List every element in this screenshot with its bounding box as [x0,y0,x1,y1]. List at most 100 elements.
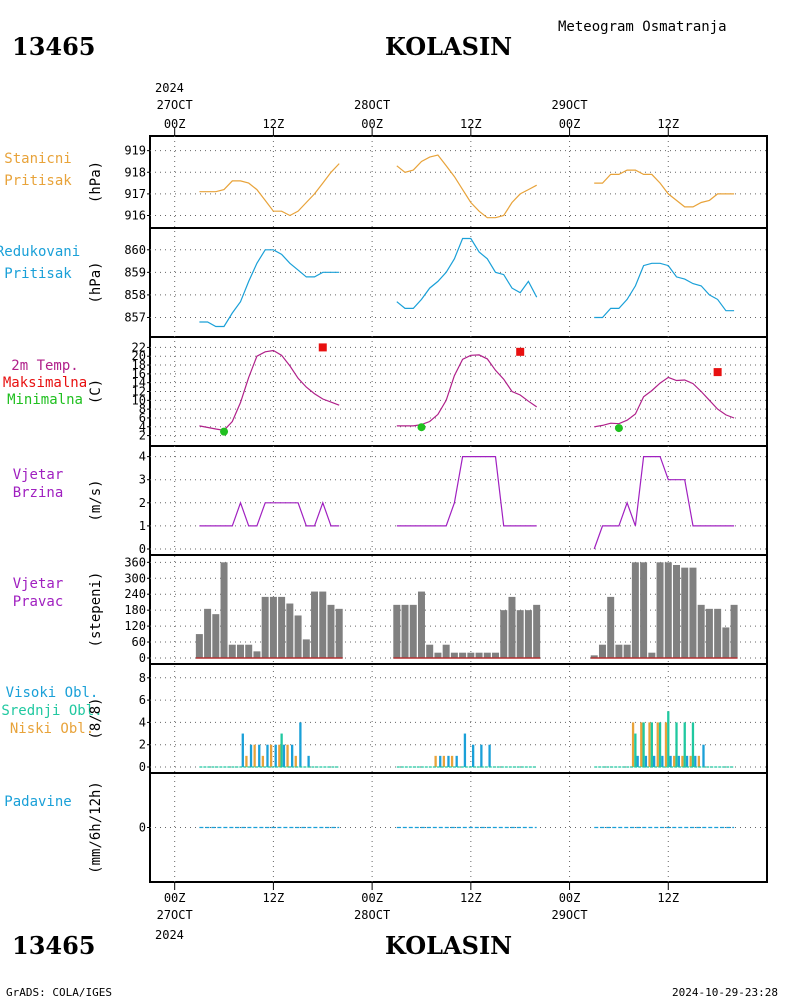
bottom-day-0: 27OCT [157,908,193,922]
cloud-mid-bar-20 [667,711,670,767]
wind-dir-bar-51 [714,608,722,658]
top-year-label: 2024 [155,81,184,95]
tmin-marker-2 [614,424,623,433]
p5-unit: (stepeni) [88,572,104,648]
cloud-low-bar-23 [689,755,692,767]
wind-dir-bar-3 [220,562,228,658]
cloud-high-bar-18 [652,755,656,767]
panels-group: Stanicni Pritisak (hPa) Redukovani Pritisak (… [0,128,768,890]
wind-dir-bar-30 [492,652,500,658]
ytick-5-0: 0 [139,760,146,774]
wind-dir-bar-47 [681,567,689,658]
cloud-low-bar-1 [245,755,248,767]
ytick-6-0: 0 [139,821,146,835]
p6-label-1: Srednji Obl. [1,703,102,719]
cloud-high-bar-3 [266,744,269,767]
top-day-2: 28OCT [354,98,390,112]
cloud-low-bar-7 [294,755,297,767]
wind-dir-bar-4 [228,644,236,658]
wind-dir-bar-18 [393,604,401,658]
cloud-mid-bar-19 [658,722,662,767]
wind-dir-bar-36 [590,655,598,658]
cloud-low-bar-20 [664,722,668,767]
footer-timestamp: 2024-10-29-23:28 [672,986,778,999]
wind-dir-bar-46 [673,564,681,658]
wind-dir-bar-1 [204,608,212,658]
wind-dir-bar-16 [327,604,335,658]
bottom-day-2: 28OCT [354,908,390,922]
wind-dir-bar-20 [409,604,417,658]
footer-credit: GrADS: COLA/IGES [6,986,112,999]
tmin-marker-0 [220,427,229,436]
tmin-marker-1 [417,423,426,432]
cloud-high-bar-0 [241,733,244,767]
wind-dir-bar-53 [730,604,738,658]
bottom-year-label: 2024 [155,928,184,942]
cloud-low-bar-19 [656,722,659,767]
cloud-high-bar-13 [471,744,475,767]
cloud-low-bar-9 [434,755,437,767]
ytick-2-2: 2 [139,429,146,443]
cloud-high-bar-19 [661,755,664,767]
cloud-high-bar-4 [274,744,277,767]
p7-unit: (mm/6h/12h) [88,781,104,874]
bottom-time-5: 12Z [657,891,679,905]
wind-dir-bar-45 [664,562,672,658]
bottom-time-1: 12Z [263,891,285,905]
ytick-5-8: 8 [139,671,146,685]
ytick-4-180: 180 [124,603,146,617]
wind-dir-bar-38 [607,596,615,658]
wind-dir-bar-44 [656,562,664,658]
wind-dir-bar-17 [335,608,343,658]
cloud-low-bar-21 [673,755,676,767]
wind-dir-bar-40 [623,644,631,658]
ytick-5-6: 6 [139,693,146,707]
ytick-4-300: 300 [124,571,146,585]
tmax-marker-2 [713,368,722,377]
top-time-3: 12Z [460,117,482,131]
ytick-2-20: 20 [132,349,146,363]
wind-dir-bar-29 [483,652,491,658]
wind-dir-bar-6 [245,644,253,658]
wind-dir-bar-19 [401,604,409,658]
wind-dir-bar-25 [450,652,458,658]
p3-label-0: 2m Temp. [11,358,78,374]
p6-label-2: Niski Obl. [10,721,94,737]
p3-frame [149,336,768,447]
wind-dir-bar-14 [311,591,319,658]
cloud-high-bar-22 [685,755,689,767]
cloud-mid-bar-22 [683,722,686,767]
ytick-4-0: 0 [139,651,146,665]
ytick-1-859: 859 [124,265,146,279]
wind-dir-bar-37 [598,644,606,658]
cloud-mid-bar-17 [642,722,645,767]
ytick-0-917: 917 [124,187,146,201]
wind-dir-bar-34 [524,610,532,658]
ytick-3-1: 1 [139,519,146,533]
ytick-1-857: 857 [124,310,146,324]
cloud-low-bar-6 [286,744,289,767]
wind-dir-bar-8 [261,596,269,658]
wind-dir-bar-41 [631,562,639,658]
wind-dir-bar-23 [434,652,442,658]
p4-frame [149,445,768,556]
wind-dir-bar-39 [615,644,623,658]
ytick-2-14: 14 [132,376,146,390]
cloud-mid-bar-23 [691,722,695,767]
p6-unit: (8/8) [88,697,104,739]
ytick-2-4: 4 [139,420,146,434]
p3-label-1: Maksimalna [3,375,87,391]
cloud-low-bar-17 [640,722,643,767]
p2-frame [149,227,768,338]
cloud-low-bar-11 [450,755,454,767]
bottom-time-4: 00Z [559,891,581,905]
wind-dir-bar-2 [212,614,220,658]
ytick-3-4: 4 [139,450,146,464]
series-2-seg-0 [199,349,340,431]
wind-dir-bar-43 [648,652,656,658]
wind-dir-bar-48 [689,567,697,658]
cloud-mid-bar-18 [650,722,653,767]
cloud-mid-bar-21 [675,722,678,767]
time-labels-group: 27OCT 27OCT 00Z 00Z 12Z 12Z 28OCT 28OCT 00Z 00Z 12… [157,98,680,922]
cloud-high-bar-14 [480,744,483,767]
